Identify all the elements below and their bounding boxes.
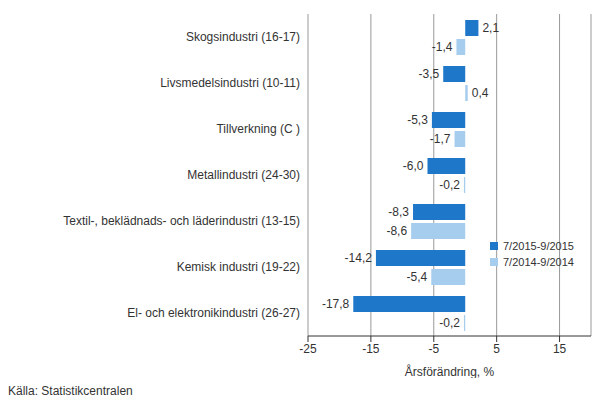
svg-text:-8,3: -8,3 — [388, 205, 409, 219]
svg-text:Skogsindustri (16-17): Skogsindustri (16-17) — [186, 30, 300, 44]
svg-text:Tillverkning (C ): Tillverkning (C ) — [216, 122, 300, 136]
svg-text:0,4: 0,4 — [472, 86, 489, 100]
svg-text:-1,7: -1,7 — [430, 132, 451, 146]
svg-text:-14,2: -14,2 — [345, 251, 373, 265]
svg-text:-5,4: -5,4 — [407, 270, 428, 284]
svg-text:-5,3: -5,3 — [407, 113, 428, 127]
svg-text:Årsförändring, %: Årsförändring, % — [405, 364, 495, 378]
html-text:7/2014-9/2014: 7/2014-9/2014 — [503, 256, 574, 268]
html-text:Källa: Statistikcentralen: Källa: Statistikcentralen — [8, 384, 133, 398]
svg-text:-1,4: -1,4 — [432, 40, 453, 54]
svg-text:-17,8: -17,8 — [322, 297, 350, 311]
svg-text:-3,5: -3,5 — [419, 67, 440, 81]
svg-text:-6,0: -6,0 — [403, 159, 424, 173]
svg-text:-0,2: -0,2 — [439, 316, 460, 330]
svg-text:Textil-, beklädnads- och läder: Textil-, beklädnads- och läderindustri (… — [63, 214, 300, 228]
svg-text:-0,2: -0,2 — [439, 178, 460, 192]
svg-text:-8,6: -8,6 — [386, 224, 407, 238]
svg-text:Livsmedelsindustri (10-11): Livsmedelsindustri (10-11) — [160, 76, 300, 90]
svg-text:5: 5 — [493, 342, 500, 356]
html-text:7/2015-9/2015: 7/2015-9/2015 — [503, 240, 574, 252]
svg-text:Kemisk industri (19-22): Kemisk industri (19-22) — [177, 260, 300, 274]
svg-text:El- och elektronikindustri (26: El- och elektronikindustri (26-27) — [127, 306, 300, 320]
svg-text:15: 15 — [553, 342, 567, 356]
svg-text:-15: -15 — [362, 342, 380, 356]
svg-text:-5: -5 — [428, 342, 439, 356]
svg-text:-25: -25 — [299, 342, 317, 356]
svg-text:2,1: 2,1 — [482, 21, 499, 35]
svg-text:Metallindustri (24-30): Metallindustri (24-30) — [187, 168, 300, 182]
